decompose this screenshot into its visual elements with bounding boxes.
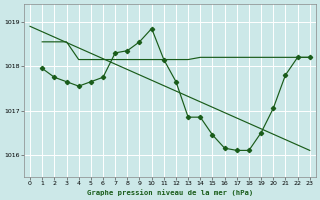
X-axis label: Graphe pression niveau de la mer (hPa): Graphe pression niveau de la mer (hPa): [87, 189, 253, 196]
